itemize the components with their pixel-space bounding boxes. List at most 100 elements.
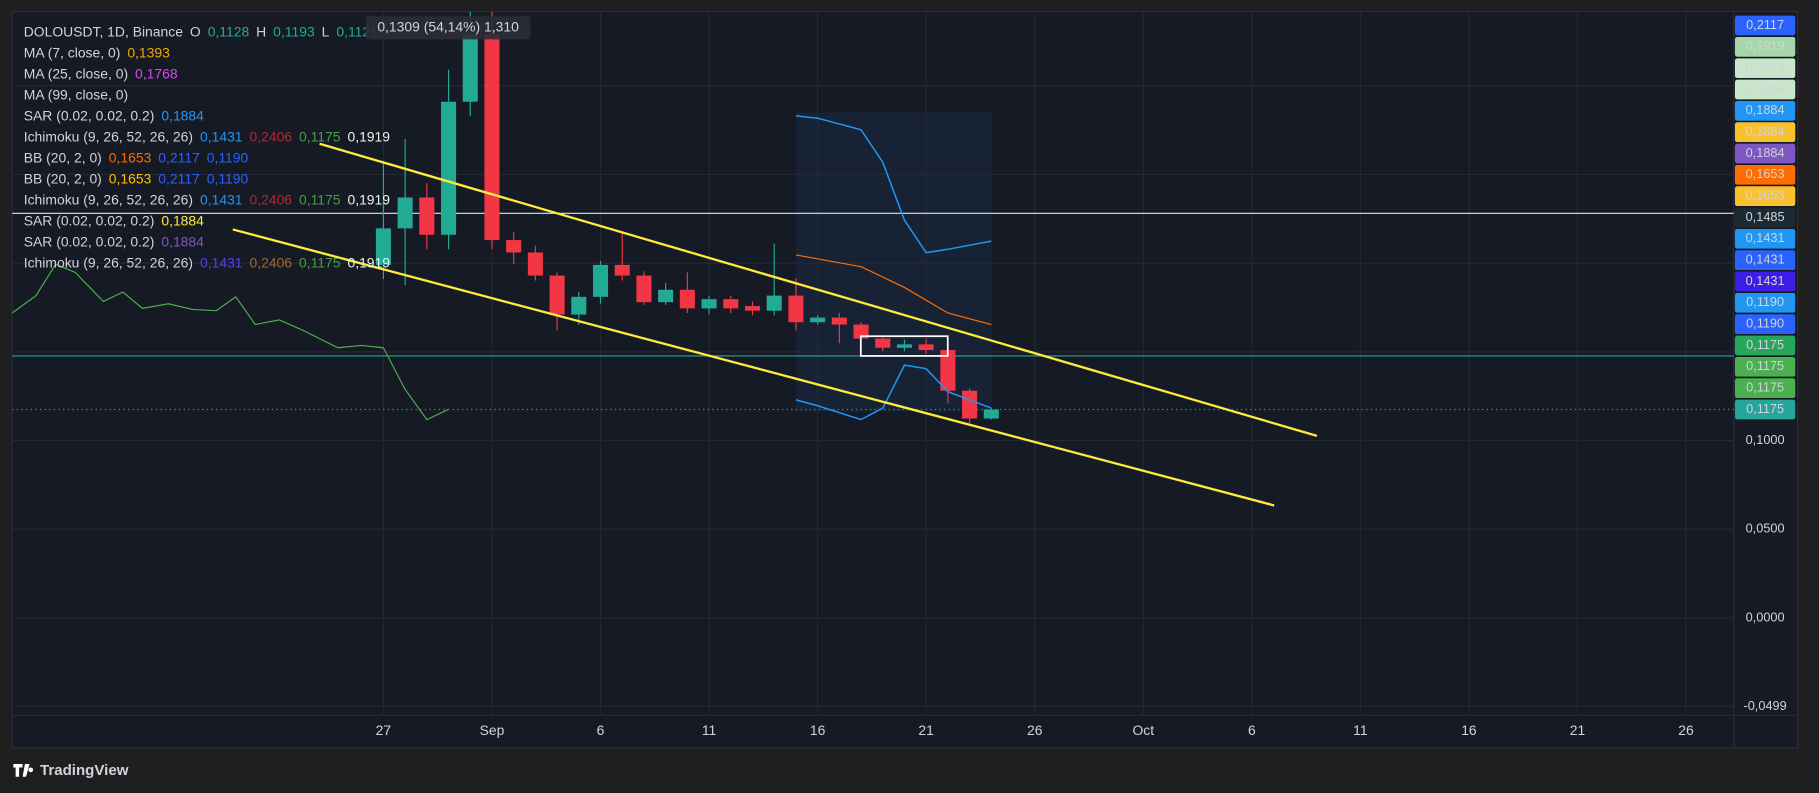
candle-body [549, 275, 565, 315]
legend-text: DOLOUSDT, 1D, Binance [24, 23, 183, 39]
legend-text: 0,1175 [299, 191, 341, 207]
price-badge [1734, 186, 1796, 207]
price-badge-label: 0,1431 [1746, 273, 1785, 288]
tooltip-bg [365, 16, 531, 40]
legend-text: 0,1919 [347, 191, 390, 207]
legend-text: MA (99, close, 0) [24, 86, 128, 102]
legend-text: MA (25, close, 0) [24, 65, 128, 81]
candle-body [636, 275, 652, 303]
candle-body [831, 317, 847, 325]
candle-body [940, 350, 956, 391]
price-badge-label: 0,1884 [1746, 145, 1785, 160]
legend-text: 0,1653 [109, 149, 152, 165]
legend: DOLOUSDT, 1D, Binance O 0,1128 H 0,1193 L 0,11… [24, 23, 391, 270]
grid: 27 Sep 6 11 16 21 26 Oct 6 11 16 21 26 [12, 11, 1734, 738]
price-badge-label: 0,1884 [1746, 124, 1785, 139]
price-badge-label: 0,1653 [1746, 166, 1785, 181]
legend-row: SAR (0.02, 0.02, 0.2) 0,1884 [24, 107, 204, 123]
candle-body [614, 264, 630, 276]
price-badge-label: 0,1919 [1746, 60, 1785, 75]
legend-text: 0,1919 [347, 128, 390, 144]
legend-row: MA (99, close, 0) [24, 86, 128, 102]
x-tick-label: 21 [1570, 722, 1586, 738]
legend-text: 0,1884 [161, 107, 204, 123]
legend-text: SAR (0.02, 0.02, 0.2) [24, 233, 155, 249]
candle-body [701, 299, 717, 309]
price-badge [1734, 356, 1796, 377]
price-badge [1734, 271, 1796, 292]
price-badge [1734, 58, 1796, 79]
x-tick-label: 11 [702, 722, 717, 738]
legend-text: 0,2406 [250, 191, 293, 207]
legend-text: 0,2406 [250, 254, 293, 270]
brand-logo: TradingView [13, 762, 129, 779]
price-badge-label: 0,1431 [1746, 230, 1785, 245]
indicator-line [795, 115, 992, 254]
candle-body [658, 289, 674, 303]
candle-body [766, 295, 782, 311]
logo-icon [13, 764, 34, 777]
indicator-line [232, 228, 1275, 507]
price-badge [1734, 378, 1796, 399]
legend-text: 0,2406 [250, 128, 293, 144]
candle-body [983, 409, 999, 419]
price-badge [1734, 15, 1796, 36]
candle-body [484, 34, 500, 241]
x-tick-label: 11 [1353, 722, 1368, 738]
price-badge [1734, 207, 1796, 228]
price-badge-label: 0,1190 [1746, 316, 1784, 331]
legend-text: BB (20, 2, 0) [24, 170, 102, 186]
legend-text: SAR (0.02, 0.02, 0.2) [24, 212, 155, 228]
plot [12, 11, 1734, 507]
price-badge-label: 0,1653 [1746, 188, 1785, 203]
price-badge [1734, 100, 1796, 121]
legend-row: BB (20, 2, 0) 0,1653 0,2117 0,1190 [24, 170, 249, 186]
price-badge [1734, 164, 1796, 185]
candle-body [810, 317, 826, 323]
legend-text: 0,2117 [158, 170, 200, 186]
price-badge [1734, 79, 1796, 100]
price-badge [1734, 143, 1796, 164]
legend-row: Ichimoku (9, 26, 52, 26, 26) 0,1431 0,2406… [24, 191, 391, 207]
candle-body [462, 34, 478, 102]
legend-row: MA (7, close, 0) 0,1393 [24, 44, 170, 60]
candle-body [744, 306, 761, 311]
legend-text: 0,1128 [208, 23, 250, 39]
candle-body [506, 240, 522, 253]
legend-row: BB (20, 2, 0) 0,1653 0,2117 0,1190 [24, 149, 249, 165]
legend-text: 0,1175 [299, 254, 341, 270]
legend-row: SAR (0.02, 0.02, 0.2) 0,1884 [24, 233, 204, 249]
candle-body [375, 228, 391, 265]
indicator-line [319, 142, 1318, 438]
price-badge-label: 0,1175 [1746, 337, 1784, 352]
price-badge [1734, 314, 1796, 335]
candle-body [571, 296, 587, 315]
legend-text: 0,1190 [207, 170, 249, 186]
price-badge-label: 0,1919 [1746, 38, 1785, 53]
legend-text: H [256, 23, 266, 39]
legend-text: Ichimoku (9, 26, 52, 26, 26) [24, 128, 193, 144]
x-tick-label: 26 [1027, 722, 1043, 738]
price-axis: 0,1000 0,0500 0,0000 -0,0499 0,2117 0,1919 0,1… [1734, 15, 1796, 713]
legend-row: Ichimoku (9, 26, 52, 26, 26) 0,1431 0,2406… [24, 128, 391, 144]
candle-body [397, 197, 413, 229]
rectangle-drawing [859, 335, 949, 357]
legend-text: Ichimoku (9, 26, 52, 26, 26) [24, 191, 193, 207]
price-badge-label: 0,2117 [1746, 17, 1784, 32]
indicator-line [795, 254, 992, 326]
band-fill [795, 112, 992, 412]
candle-body [679, 289, 695, 309]
legend-text: Ichimoku (9, 26, 52, 26, 26) [24, 254, 193, 270]
x-tick-label: 16 [1461, 722, 1477, 738]
legend-text: 0,1393 [127, 44, 170, 60]
y-tick-label: 0,0000 [1746, 609, 1785, 624]
candle-body [853, 324, 869, 339]
price-badge-label: 0,1919 [1746, 81, 1785, 96]
price-badge-label: 0,1175 [1746, 401, 1784, 416]
price-badge-label: 0,1884 [1746, 102, 1785, 117]
x-tick-label: Sep [480, 722, 505, 738]
legend-row: SAR (0.02, 0.02, 0.2) 0,1884 [24, 212, 204, 228]
x-tick-label: Oct [1132, 722, 1154, 738]
candle-body [918, 344, 934, 351]
